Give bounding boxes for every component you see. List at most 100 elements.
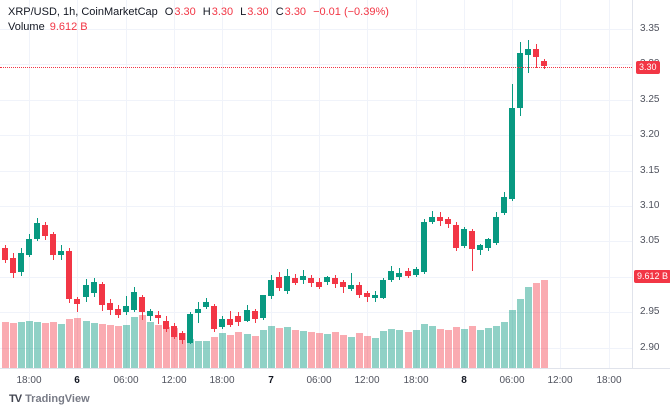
gridline-vertical (174, 0, 175, 368)
volume-bar (284, 327, 291, 368)
time-axis-label: 8 (461, 375, 467, 386)
volume-bar (525, 287, 532, 368)
candle-body (485, 239, 491, 248)
gridline-horizontal (0, 277, 632, 278)
candle-body (372, 295, 378, 298)
symbol-title[interactable]: XRP/USD, 1h, CoinMarketCap (8, 6, 158, 18)
chart-plot-area[interactable] (0, 0, 632, 368)
volume-bar (2, 322, 9, 368)
candle-body (107, 303, 113, 310)
tradingview-logo[interactable]: TV TradingView (9, 393, 90, 405)
volume-row: Volume 9.612 B (8, 20, 389, 35)
volume-bar (453, 327, 460, 368)
time-axis-label: 12:00 (354, 375, 380, 386)
volume-bar (131, 317, 138, 368)
volume-bar (493, 326, 500, 368)
gridline-horizontal (0, 348, 632, 349)
volume-bar (139, 315, 146, 368)
candle-body (66, 251, 72, 299)
time-axis[interactable]: 18:00 6 06:00 12:00 18:00 7 06:00 12:00 18:00 8 06… (0, 368, 670, 390)
volume-bar (42, 323, 49, 368)
candle-body (437, 217, 443, 221)
candle-body (308, 278, 314, 283)
candle-body (300, 276, 306, 280)
gridline-vertical (416, 0, 417, 368)
volume-bar (437, 329, 444, 368)
footer-bar: TV TradingView (0, 390, 670, 411)
volume-bar (179, 333, 186, 368)
candle-body (34, 223, 40, 239)
candle-body (91, 282, 97, 293)
volume-bar (195, 341, 202, 368)
volume-value: 9.612 B (49, 21, 88, 33)
ohlc-values: O3.30 H3.30 L3.30 C3.30 (158, 5, 306, 20)
candle-body (356, 285, 362, 295)
time-axis-label: 18:00 (209, 375, 235, 386)
symbol-info-header: XRP/USD, 1h, CoinMarketCap O3.30 H3.30 L3.… (8, 5, 389, 35)
candle-wick (472, 229, 473, 271)
candle-body (147, 311, 153, 316)
volume-bar (517, 299, 524, 368)
candle-body (244, 310, 250, 321)
volume-bar (364, 336, 371, 368)
candle-body (260, 295, 266, 318)
volume-bar (300, 331, 307, 368)
gridline-vertical (464, 0, 465, 368)
price-axis[interactable]: 3.30 9.612 B 3.353.303.253.203.153.103.0… (632, 0, 670, 390)
candle-body (2, 248, 8, 260)
gridline-horizontal (0, 135, 632, 136)
candle-body (396, 273, 402, 277)
volume-bar (348, 337, 355, 368)
volume-bar (58, 324, 65, 368)
candle-body (18, 253, 24, 272)
candle-body (139, 297, 145, 312)
candle-body (525, 49, 531, 55)
candle-body (74, 299, 80, 304)
gridline-horizontal (0, 64, 632, 65)
volume-bar (203, 341, 210, 368)
volume-bar (235, 332, 242, 368)
gridline-horizontal (0, 312, 632, 313)
candle-body (227, 319, 233, 325)
candle-body (316, 282, 322, 287)
time-axis-label: 06:00 (306, 375, 332, 386)
volume-bar (115, 326, 122, 368)
gridline-horizontal (0, 241, 632, 242)
candle-body (187, 314, 193, 343)
candle-body (179, 333, 185, 340)
ohlc-l: L3.30 (240, 6, 269, 18)
candle-body (123, 306, 129, 312)
gridline-horizontal (0, 29, 632, 30)
symbol-row: XRP/USD, 1h, CoinMarketCap O3.30 H3.30 L3.… (8, 5, 389, 20)
volume-bar (219, 333, 226, 368)
gridline-vertical (77, 0, 78, 368)
volume-bar (163, 327, 170, 368)
price-axis-label: 3.25 (640, 94, 660, 105)
candle-body (364, 293, 370, 297)
price-axis-label: 2.90 (640, 342, 660, 353)
candle-body (99, 284, 105, 305)
candle-wick (126, 296, 127, 315)
price-axis-label: 3.15 (640, 165, 660, 176)
gridline-vertical (29, 0, 30, 368)
volume-bar (316, 333, 323, 368)
price-axis-label: 3.05 (640, 235, 660, 246)
volume-bar (18, 322, 25, 368)
volume-bar (155, 325, 162, 368)
price-axis-label: 3.35 (640, 23, 660, 34)
candle-body (469, 231, 475, 249)
time-axis-label: 7 (268, 375, 274, 386)
volume-bar (147, 322, 154, 368)
candle-body (501, 197, 507, 213)
candle-body (541, 61, 547, 66)
candle-body (388, 271, 394, 280)
current-price-line (0, 67, 632, 68)
volume-bar (501, 322, 508, 368)
candle-body (340, 282, 346, 287)
volume-bar (171, 328, 178, 368)
volume-bar (26, 321, 33, 368)
volume-bar (380, 331, 387, 368)
candle-body (445, 219, 451, 224)
time-axis-label: 06:00 (113, 375, 139, 386)
